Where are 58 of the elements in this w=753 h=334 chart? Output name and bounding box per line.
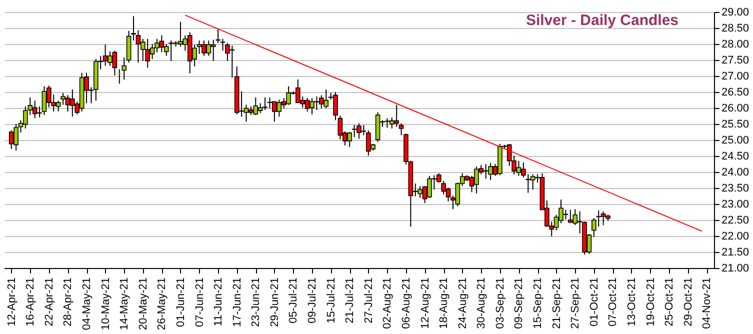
x-tick-label: 12-Apr-21: [6, 278, 18, 326]
x-tick-label: 27-Jul-21: [362, 278, 375, 324]
x-tick-label: 29-Jun-21: [268, 278, 281, 328]
y-tick-label: 21.50: [722, 246, 750, 258]
y-tick-label: 23.50: [722, 182, 750, 194]
x-tick-label: 02-Aug-21: [382, 278, 394, 329]
chart-title: Silver - Daily Candles: [526, 12, 679, 29]
x-tick-label: 20-May-21: [137, 278, 150, 330]
x-tick-label: 14-May-21: [118, 278, 131, 330]
x-tick-label: 11-Jun-21: [212, 278, 225, 326]
x-tick-label: 29-Oct-21: [682, 278, 694, 326]
x-tick-label: 23-Jun-21: [250, 278, 262, 328]
y-tick-label: 21.00: [722, 262, 750, 274]
x-tick-label: 03-Sep-21: [494, 278, 506, 329]
x-tick-label: 21-Sep-21: [550, 278, 563, 329]
y-tick-label: 25.00: [722, 134, 750, 146]
y-tick-label: 22.50: [722, 214, 750, 226]
x-tick-label: 04-May-21: [81, 278, 94, 330]
y-tick-label: 26.50: [722, 86, 750, 98]
x-tick-label: 26-May-21: [156, 278, 168, 330]
candlestick: [338, 115, 343, 140]
x-tick-label: 28-Apr-21: [62, 278, 74, 326]
candlestick: [122, 56, 126, 80]
x-tick-label: 13-Oct-21: [626, 278, 638, 326]
x-tick-label: 09-Sep-21: [513, 278, 526, 329]
x-tick-label: 07-Jun-21: [194, 278, 206, 328]
y-tick-label: 27.00: [722, 70, 750, 82]
x-tick-label: 01-Jun-21: [174, 278, 187, 328]
x-tick-label: 07-Oct-21: [607, 278, 620, 326]
y-tick-label: 23.00: [722, 198, 750, 210]
x-tick-label: 25-Oct-21: [664, 278, 676, 326]
x-tick-label: 06-Aug-21: [400, 278, 412, 329]
x-tick-label: 15-Sep-21: [532, 278, 544, 329]
y-tick-label: 22.00: [722, 230, 750, 242]
x-tick-label: 12-Aug-21: [419, 278, 432, 329]
x-tick-label: 15-Jul-21: [325, 278, 338, 324]
y-tick-label: 27.50: [722, 54, 750, 66]
y-tick-label: 29.00: [722, 6, 750, 18]
y-tick-label: 28.50: [722, 22, 750, 34]
y-tick-label: 24.00: [722, 166, 750, 178]
x-tick-label: 22-Apr-21: [43, 278, 56, 326]
y-tick-label: 28.00: [722, 38, 750, 50]
x-tick-label: 19-Oct-21: [644, 278, 657, 326]
y-tick-label: 25.50: [722, 118, 750, 130]
x-tick-label: 05-Jul-21: [288, 278, 300, 324]
x-tick-label: 21-Jul-21: [344, 278, 356, 324]
x-tick-label: 16-Apr-21: [24, 278, 37, 326]
x-tick-label: 10-May-21: [100, 278, 112, 330]
y-tick-label: 26.00: [722, 102, 750, 114]
x-tick-label: 17-Jun-21: [231, 278, 244, 328]
x-tick-label: 30-Aug-21: [476, 278, 488, 329]
x-tick-label: 01-Oct-21: [588, 278, 600, 326]
x-tick-label: 27-Sep-21: [570, 278, 582, 329]
x-tick-label: 04-Nov-21: [701, 278, 714, 329]
x-tick-label: 09-Jul-21: [306, 278, 319, 324]
y-tick-label: 24.50: [722, 150, 750, 162]
x-tick-label: 24-Aug-21: [456, 278, 469, 329]
x-tick-label: 18-Aug-21: [438, 278, 450, 329]
